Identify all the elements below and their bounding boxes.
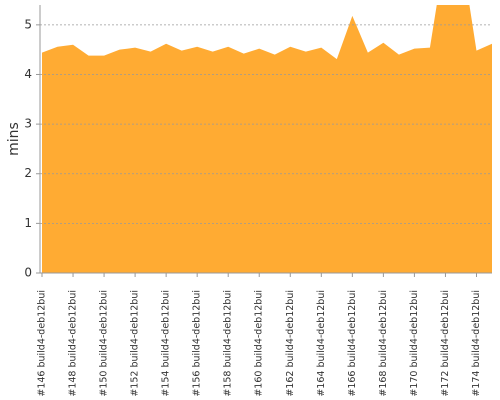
x-tick-label: #174 build4-deb12bui xyxy=(471,290,482,397)
x-tick-label: #148 build4-deb12bui xyxy=(68,290,79,397)
y-tick-label: 0 xyxy=(24,266,32,280)
y-tick-label: 4 xyxy=(24,67,32,81)
y-tick-label: 5 xyxy=(24,17,32,31)
x-tick-label: #162 build4-deb12bui xyxy=(285,290,296,397)
x-tick-label: #156 build4-deb12bui xyxy=(192,290,203,397)
x-tick-label: #170 build4-deb12bui xyxy=(409,290,420,397)
y-axis-label: mins xyxy=(6,122,22,156)
x-tick-label: #168 build4-deb12bui xyxy=(378,290,389,397)
x-tick-label: #158 build4-deb12bui xyxy=(223,290,234,397)
x-tick-label: #160 build4-deb12bui xyxy=(254,290,265,397)
x-tick-label: #164 build4-deb12bui xyxy=(316,290,327,397)
plot-area xyxy=(42,5,492,273)
area xyxy=(42,5,492,273)
y-tick-label: 3 xyxy=(24,117,32,131)
x-tick-label: #172 build4-deb12bui xyxy=(440,290,451,397)
x-tick-label: #166 build4-deb12bui xyxy=(347,290,358,397)
x-tick-label: #150 build4-deb12bui xyxy=(99,290,110,397)
x-tick-label: #154 build4-deb12bui xyxy=(161,290,172,397)
x-tick-label: #146 build4-deb12bui xyxy=(37,290,48,397)
y-tick-label: 1 xyxy=(24,216,32,230)
x-tick-label: #152 build4-deb12bui xyxy=(130,290,141,397)
y-tick-label: 2 xyxy=(24,166,32,180)
